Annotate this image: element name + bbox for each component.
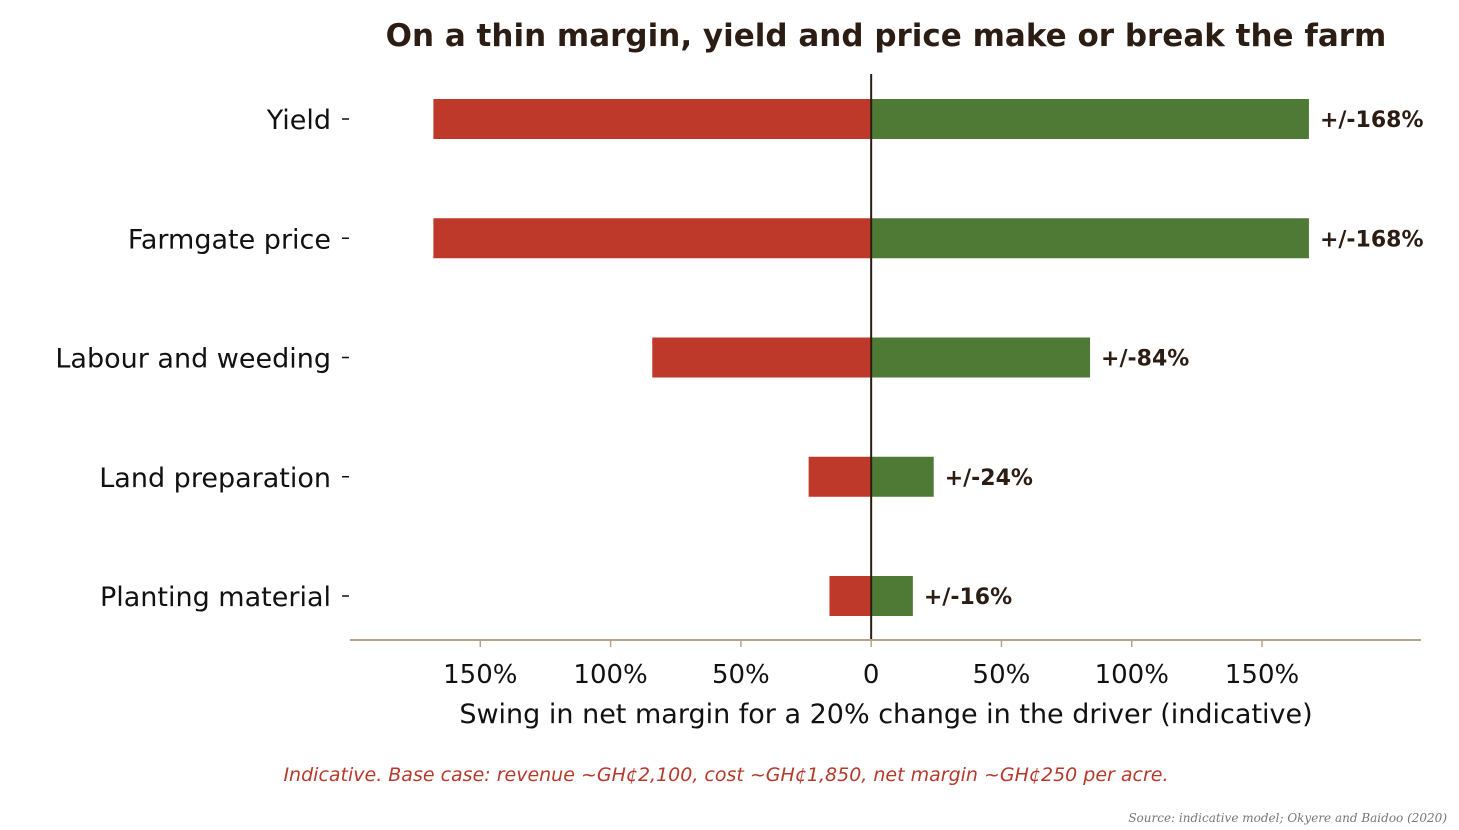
bars-group [433,99,1309,616]
x-tick-label: 150% [443,660,517,690]
category-label: Planting material [100,582,331,613]
x-tick-label: 0 [863,660,880,690]
bar-upside-1 [871,218,1309,259]
bar-upside-0 [871,99,1309,139]
bar-upside-4 [871,576,913,616]
x-tick-label: 50% [712,660,770,690]
x-axis-label: Swing in net margin for a 20% change in … [459,699,1312,730]
bar-downside-3 [808,456,872,497]
x-tick-label: 100% [573,660,647,690]
data-label: +/-16% [924,585,1012,610]
x-tick-label: 100% [1095,660,1169,690]
category-label: Land preparation [99,463,331,494]
data-label: +/-168% [1320,108,1424,133]
source-note: Source: indicative model; Okyere and Bai… [1128,811,1447,825]
category-label: Yield [266,105,331,136]
bar-downside-0 [433,99,872,139]
category-labels: Yield Farmgate price Labour and weeding Lan… [55,105,349,613]
data-labels: +/-168% +/-168% +/-84% +/-24% +/-16% [924,108,1424,610]
x-tick-label: 150% [1225,660,1299,690]
data-label: +/-84% [1101,347,1189,372]
category-label: Labour and weeding [55,344,331,375]
bar-downside-4 [829,576,872,616]
footnote: Indicative. Base case: revenue ~GH¢2,100… [283,764,1168,786]
category-label: Farmgate price [128,224,331,255]
bar-downside-2 [652,337,872,378]
chart-title: On a thin margin, yield and price make o… [386,18,1387,54]
x-ticks: 150% 100% 50% 0 50% 100% 150% [443,640,1299,690]
bar-upside-3 [871,456,934,497]
bar-upside-2 [871,337,1091,378]
data-label: +/-24% [945,466,1033,491]
data-label: +/-168% [1320,227,1424,252]
x-tick-label: 50% [973,660,1031,690]
bar-downside-1 [433,218,872,259]
